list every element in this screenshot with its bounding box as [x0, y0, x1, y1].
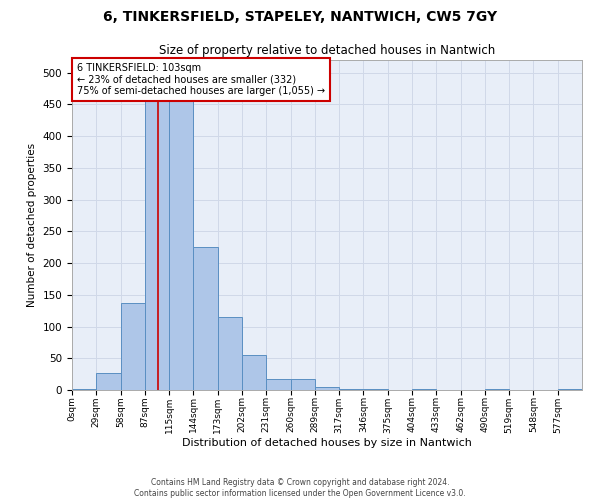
- Bar: [218, 317, 242, 390]
- Bar: [145, 101, 169, 390]
- Bar: [339, 388, 364, 390]
- Bar: [121, 303, 145, 390]
- Bar: [96, 373, 121, 390]
- Bar: [169, 101, 193, 390]
- Bar: [193, 247, 218, 390]
- Title: Size of property relative to detached houses in Nantwich: Size of property relative to detached ho…: [159, 44, 495, 58]
- Bar: [290, 379, 315, 390]
- Text: 6, TINKERSFIELD, STAPELEY, NANTWICH, CW5 7GY: 6, TINKERSFIELD, STAPELEY, NANTWICH, CW5…: [103, 10, 497, 24]
- Bar: [242, 355, 266, 390]
- Text: 6 TINKERSFIELD: 103sqm
← 23% of detached houses are smaller (332)
75% of semi-de: 6 TINKERSFIELD: 103sqm ← 23% of detached…: [77, 64, 325, 96]
- Text: Contains HM Land Registry data © Crown copyright and database right 2024.
Contai: Contains HM Land Registry data © Crown c…: [134, 478, 466, 498]
- Bar: [315, 387, 339, 390]
- X-axis label: Distribution of detached houses by size in Nantwich: Distribution of detached houses by size …: [182, 438, 472, 448]
- Y-axis label: Number of detached properties: Number of detached properties: [27, 143, 37, 307]
- Bar: [266, 379, 290, 390]
